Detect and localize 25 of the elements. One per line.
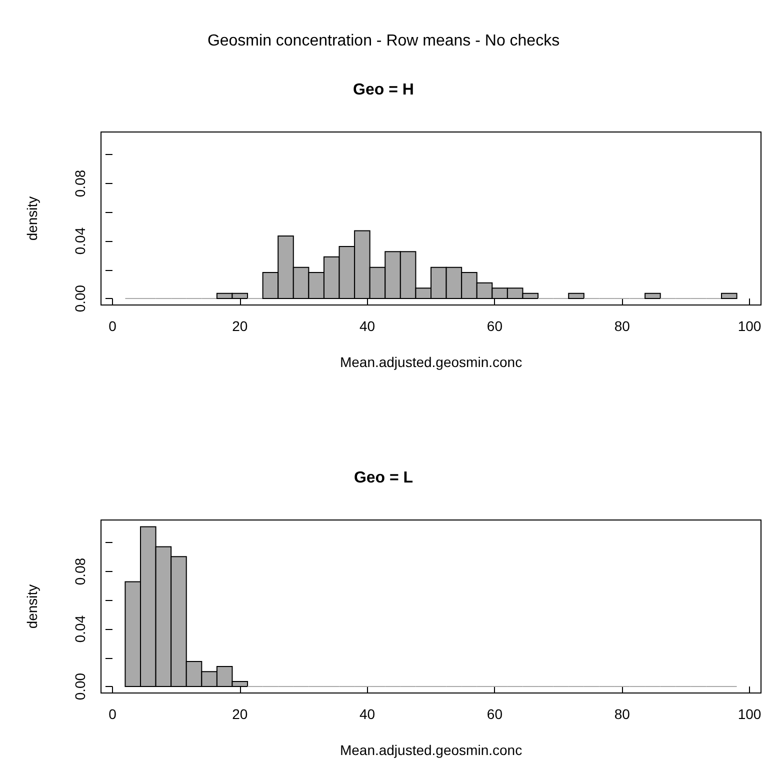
x-axis-title: Mean.adjusted.geosmin.conc — [340, 742, 522, 758]
x-tick-label: 100 — [738, 706, 762, 722]
y-tick-label: 0.00 — [72, 672, 88, 700]
y-tick-label: 0.04 — [72, 615, 88, 643]
x-tick-label: 60 — [486, 318, 503, 334]
text: Geosmin concentration - Row means - No checks — [207, 32, 560, 50]
y-tick-label: 0.04 — [72, 227, 88, 255]
chart-title: Geo = H — [353, 82, 414, 98]
x-tick-label: 100 — [738, 318, 762, 334]
x-tick-label: 40 — [360, 706, 376, 722]
x-tick-label: 0 — [108, 318, 117, 334]
y-tick-label: 0.00 — [72, 284, 88, 312]
x-tick-label: 20 — [232, 318, 248, 334]
x-tick-label: 60 — [486, 706, 503, 722]
x-tick-label: 20 — [232, 706, 248, 722]
chart-title: Geo = L — [354, 470, 414, 486]
y-tick-label: 0.08 — [72, 558, 88, 586]
x-tick-label: 40 — [360, 318, 376, 334]
x-tick-label: 80 — [614, 318, 630, 334]
x-axis-title: Mean.adjusted.geosmin.conc — [340, 354, 522, 370]
y-tick-label: 0.08 — [72, 170, 88, 198]
y-axis-title: density — [24, 196, 40, 241]
x-tick-label: 80 — [614, 706, 630, 722]
y-axis-title: density — [24, 584, 40, 629]
x-tick-label: 0 — [108, 706, 117, 722]
